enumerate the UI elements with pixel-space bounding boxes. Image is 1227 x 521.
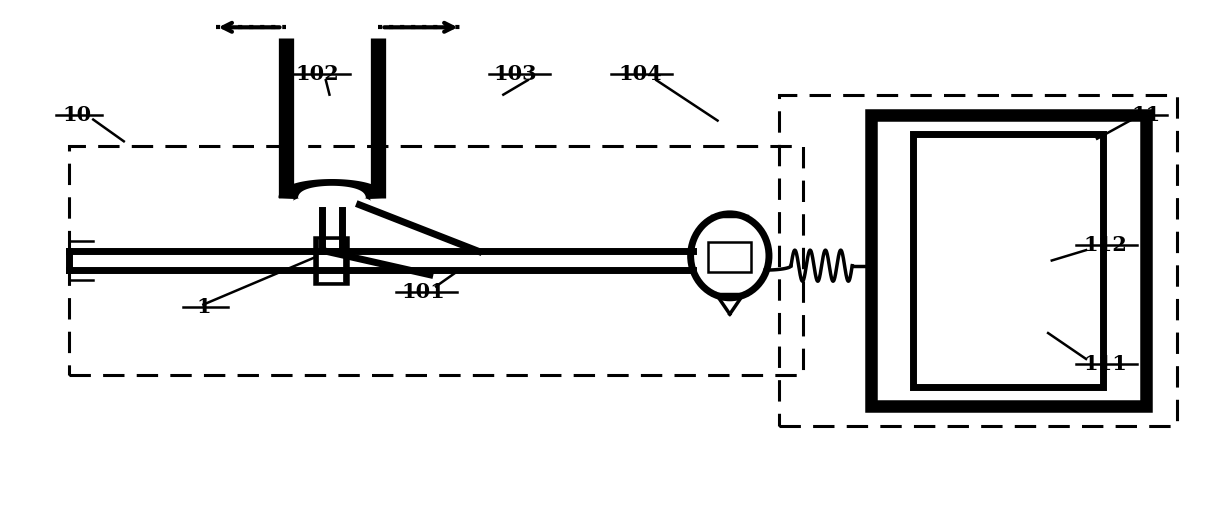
- Bar: [319, 239, 344, 282]
- Text: 112: 112: [1083, 235, 1128, 255]
- Bar: [871, 115, 1146, 406]
- Text: 101: 101: [402, 281, 445, 302]
- Bar: [913, 133, 1103, 388]
- Bar: [708, 242, 751, 272]
- Text: 1: 1: [196, 297, 211, 317]
- Text: 102: 102: [296, 64, 339, 84]
- Text: 11: 11: [1131, 105, 1161, 126]
- Text: 10: 10: [63, 105, 92, 126]
- Text: 104: 104: [618, 64, 663, 84]
- Bar: [314, 237, 347, 284]
- Bar: [69, 146, 804, 375]
- Bar: [779, 95, 1177, 426]
- Text: 103: 103: [493, 64, 537, 84]
- Text: 111: 111: [1083, 354, 1128, 374]
